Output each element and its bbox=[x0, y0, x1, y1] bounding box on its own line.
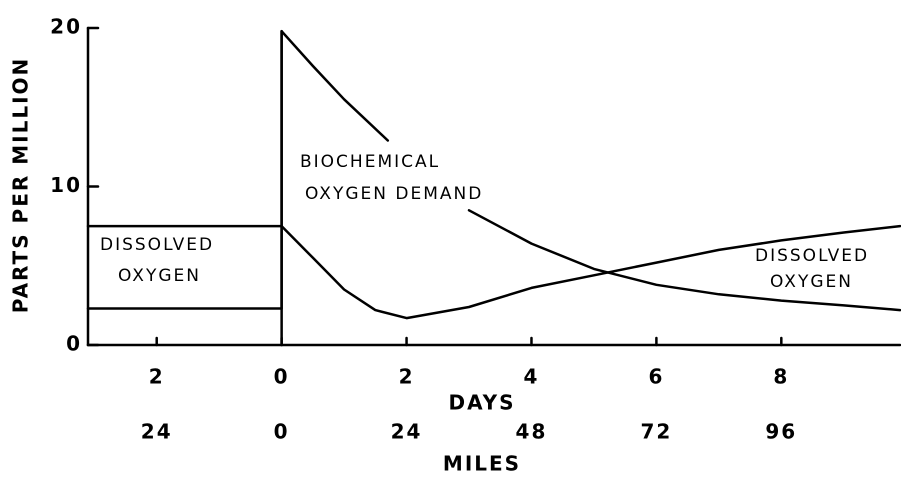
x-tick-label: 2 bbox=[399, 365, 415, 389]
x2-tick-label: 0 bbox=[274, 420, 290, 444]
x2-tick-label: 96 bbox=[765, 420, 797, 444]
y-axis-label: PARTS PER MILLION bbox=[9, 57, 33, 314]
y-tick-label: 10 bbox=[50, 173, 82, 197]
annotation: OXYGEN DEMAND bbox=[305, 184, 483, 204]
x2-tick-label: 48 bbox=[516, 420, 548, 444]
annotation: OXYGEN bbox=[770, 272, 853, 292]
x-tick-label: 6 bbox=[648, 365, 664, 389]
annotation: BIOCHEMICAL bbox=[300, 152, 440, 172]
x2-tick-label: 24 bbox=[141, 420, 173, 444]
annotation: DISSOLVED bbox=[755, 246, 869, 266]
x-tick-label: 8 bbox=[773, 365, 789, 389]
x-tick-label: 0 bbox=[274, 365, 290, 389]
x2-axis-label: MILES bbox=[443, 452, 521, 476]
annotation: OXYGEN bbox=[118, 266, 201, 286]
x-tick-label: 4 bbox=[524, 365, 540, 389]
y-tick-label: 0 bbox=[66, 332, 82, 356]
series-line bbox=[86, 224, 901, 320]
y-tick-label: 20 bbox=[50, 15, 82, 39]
annotation: DISSOLVED bbox=[100, 235, 214, 255]
x2-tick-label: 24 bbox=[391, 420, 423, 444]
x2-tick-label: 72 bbox=[640, 420, 672, 444]
x-tick-label: 2 bbox=[149, 365, 165, 389]
x-axis-label: DAYS bbox=[448, 391, 515, 415]
series-line bbox=[86, 29, 901, 312]
